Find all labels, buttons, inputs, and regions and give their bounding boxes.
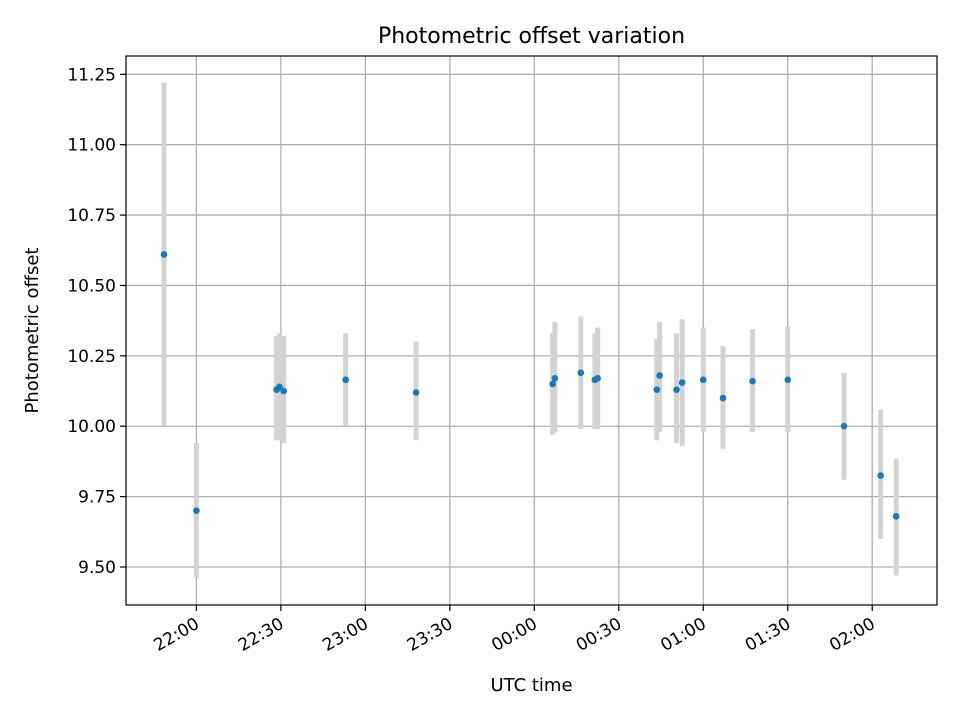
x-axis-title: UTC time: [490, 675, 572, 696]
data-point: [653, 386, 661, 393]
y-tick-label: 10.75: [67, 206, 116, 226]
data-point: [656, 372, 663, 379]
data-point: [577, 369, 585, 377]
data-point: [892, 513, 900, 520]
data-point: [784, 376, 792, 384]
data-point: [719, 394, 727, 402]
y-tick-label: 9.50: [78, 558, 116, 578]
plot-frame: [125, 55, 938, 606]
y-axis-title: Photometric offset: [22, 248, 43, 414]
data-point: [193, 507, 200, 514]
data-point: [412, 389, 420, 396]
data-point: [673, 386, 680, 393]
data-point: [551, 375, 559, 382]
data-points: [160, 251, 900, 520]
data-point: [549, 380, 556, 388]
grid: [126, 56, 937, 605]
y-tick-label: 11.25: [67, 65, 116, 85]
y-tick-label: 10.00: [67, 417, 116, 437]
data-point: [749, 377, 756, 385]
chart-title: Photometric offset variation: [378, 24, 685, 49]
data-point: [594, 375, 601, 382]
data-point: [840, 422, 848, 430]
y-tick-label: 10.25: [67, 347, 116, 367]
data-point: [160, 251, 168, 258]
data-point: [699, 376, 707, 384]
data-point: [276, 383, 283, 391]
data-point: [877, 472, 884, 479]
data-point: [280, 387, 287, 395]
y-axis: 9.50 9.75 10.00 10.25 10.50 10.75 11.00 11.25: [67, 65, 126, 578]
data-point: [342, 376, 349, 384]
y-tick-label: 11.00: [67, 136, 116, 156]
y-tick-label: 9.75: [78, 488, 116, 508]
y-tick-label: 10.50: [67, 276, 116, 296]
data-point: [678, 379, 686, 386]
